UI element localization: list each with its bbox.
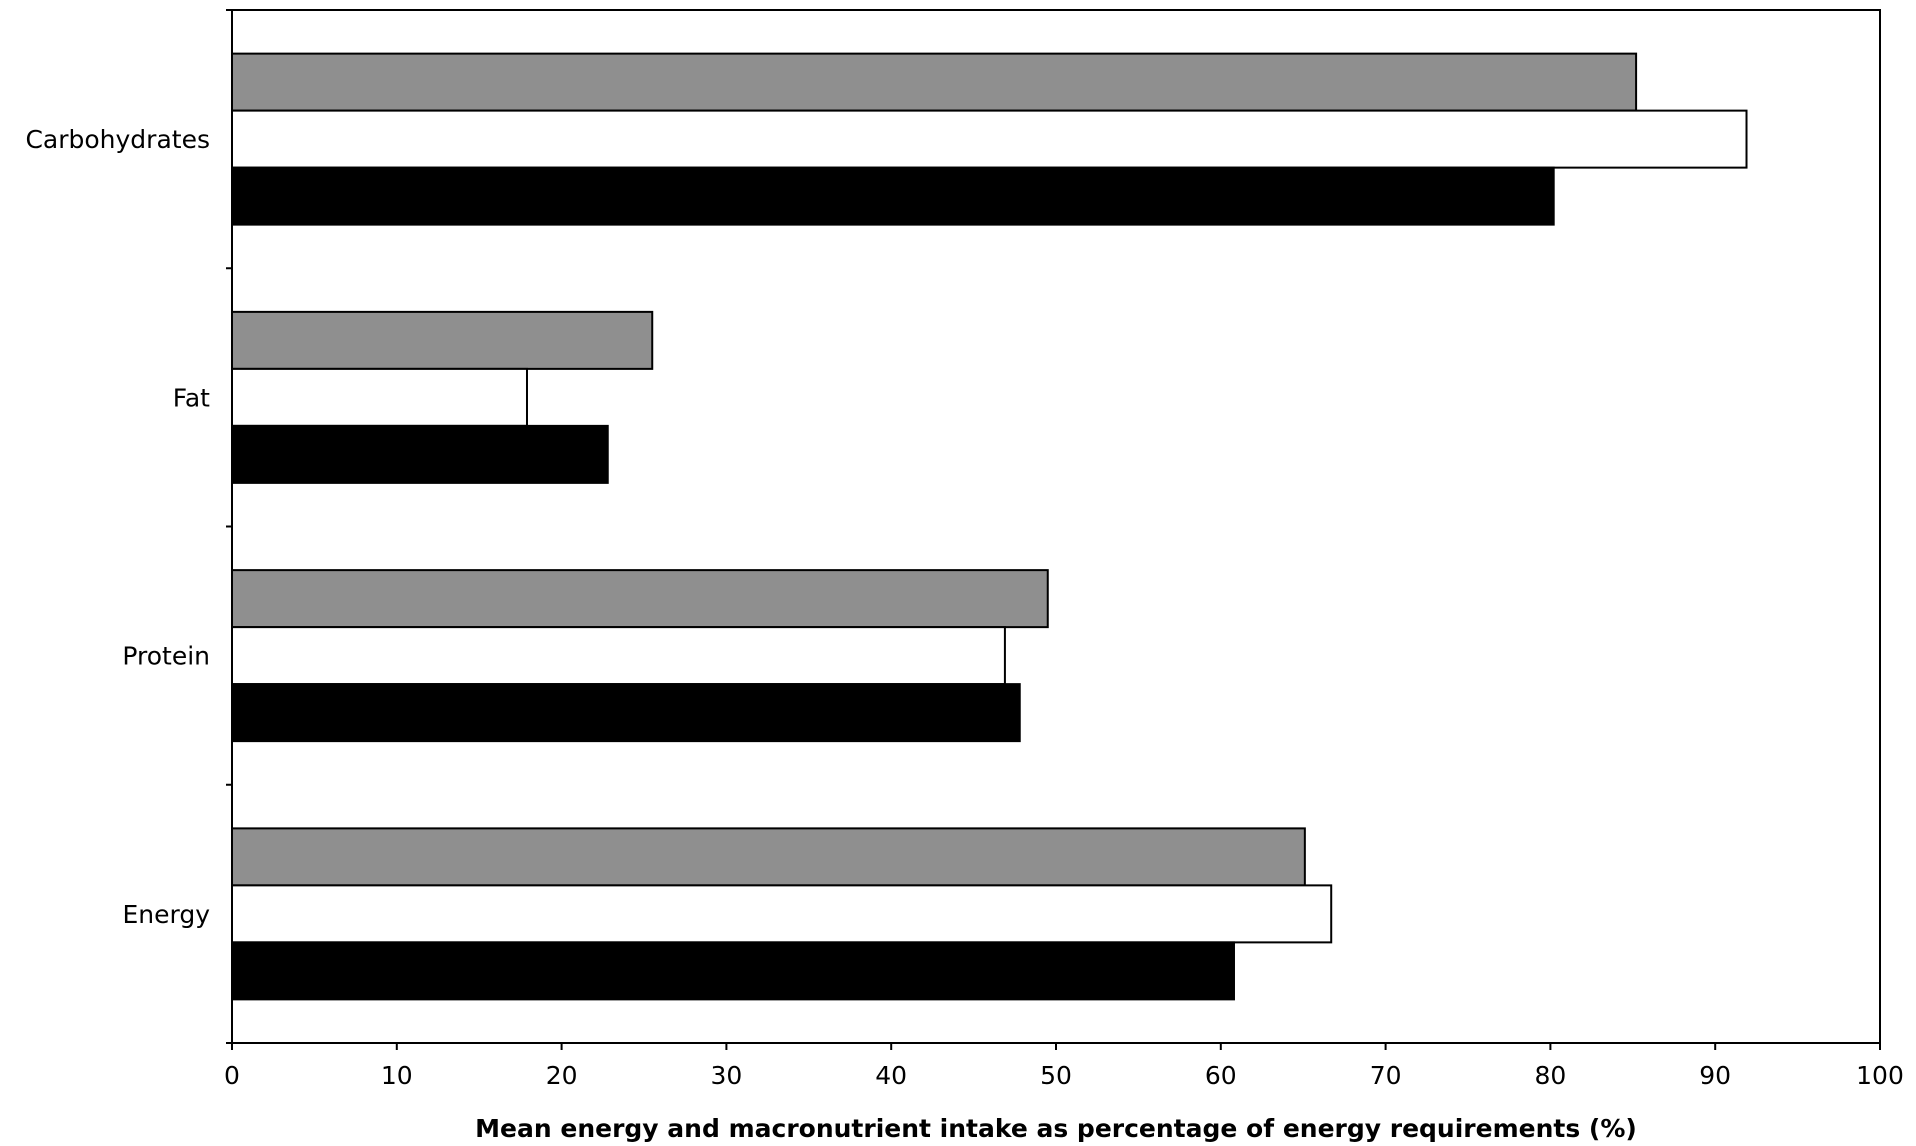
bar-energy-series-2 bbox=[231, 884, 1333, 944]
x-tick-label-70: 70 bbox=[1370, 1061, 1402, 1090]
x-tick-label-30: 30 bbox=[710, 1061, 742, 1090]
y-tick-label-carbohydrates: Carbohydrates bbox=[25, 125, 210, 154]
x-tick-label-80: 80 bbox=[1534, 1061, 1566, 1090]
x-tick-label-100: 100 bbox=[1856, 1061, 1904, 1090]
y-tick-label-protein: Protein bbox=[122, 642, 210, 671]
bar-fat-series-1 bbox=[231, 310, 654, 370]
bar-energy-series-1 bbox=[231, 827, 1306, 887]
bar-protein-series-3 bbox=[231, 683, 1021, 743]
x-tick-label-0: 0 bbox=[224, 1061, 240, 1090]
x-tick-label-90: 90 bbox=[1699, 1061, 1731, 1090]
x-tick-label-10: 10 bbox=[381, 1061, 413, 1090]
bar-fat-series-2 bbox=[231, 367, 528, 427]
y-tick-label-energy: Energy bbox=[122, 900, 210, 929]
x-tick-label-40: 40 bbox=[875, 1061, 907, 1090]
bar-protein-series-1 bbox=[231, 569, 1049, 629]
x-axis: 0 10 20 30 40 50 60 70 80 90 100 bbox=[224, 1043, 1904, 1090]
x-tick-label-50: 50 bbox=[1040, 1061, 1072, 1090]
bar-energy-series-3 bbox=[231, 941, 1235, 1001]
bar-carbohydrates-series-2 bbox=[231, 109, 1748, 169]
y-axis: Energy Protein Fat Carbohydrates bbox=[25, 9, 232, 1044]
bar-protein-series-2 bbox=[231, 626, 1006, 686]
x-tick-label-60: 60 bbox=[1205, 1061, 1237, 1090]
y-tick-label-fat: Fat bbox=[173, 383, 210, 412]
bar-fat-series-3 bbox=[231, 424, 609, 484]
bars-layer bbox=[231, 52, 1748, 1001]
x-tick-label-20: 20 bbox=[546, 1061, 578, 1090]
bar-carbohydrates-series-3 bbox=[231, 166, 1555, 226]
x-axis-title: Mean energy and macronutrient intake as … bbox=[475, 1114, 1637, 1142]
bar-carbohydrates-series-1 bbox=[231, 52, 1638, 112]
